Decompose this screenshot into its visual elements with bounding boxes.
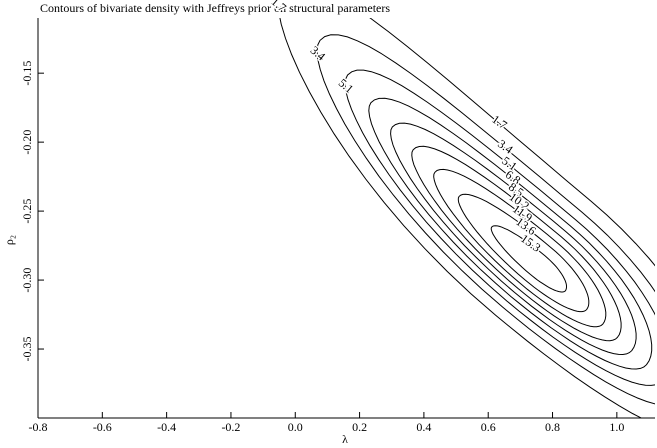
x-tick-label: 0.8 [545, 420, 560, 434]
y-tick-label: -0.20 [20, 130, 34, 155]
x-tick-label: 0.4 [416, 420, 431, 434]
x-tick-label: 0.6 [481, 420, 496, 434]
contour-label: 3.4 [308, 43, 328, 63]
contour-line [344, 69, 655, 386]
y-tick-label: -0.25 [20, 199, 34, 224]
x-axis-label: λ [342, 432, 348, 446]
y-tick-label: -0.30 [20, 268, 34, 293]
x-tick-label: -0.2 [221, 420, 240, 434]
chart-title: Contours of bivariate density with Jeffr… [40, 1, 390, 15]
x-tick-label: -0.6 [93, 420, 112, 434]
y-tick-label: -0.15 [20, 61, 34, 86]
x-tick-label: -0.4 [157, 420, 176, 434]
y-tick-label: -0.35 [20, 337, 34, 362]
contour-label: 5.1 [336, 76, 356, 96]
x-tick-label: 0.2 [352, 420, 367, 434]
x-tick-label: -0.8 [29, 420, 48, 434]
contour-line [279, 18, 655, 418]
x-tick-label: 0.0 [288, 420, 303, 434]
contour-line [390, 122, 637, 356]
contour-area [279, 18, 655, 418]
contour-line [433, 168, 607, 328]
contour-line [411, 145, 622, 342]
contour-line [457, 193, 590, 313]
contour-line [490, 225, 567, 293]
x-tick-label: 1.0 [609, 420, 624, 434]
contour-line [368, 97, 653, 370]
contour-line [316, 34, 655, 405]
y-axis-label: ρ₂ [2, 235, 16, 245]
contour-label: 1.7 [489, 112, 509, 132]
